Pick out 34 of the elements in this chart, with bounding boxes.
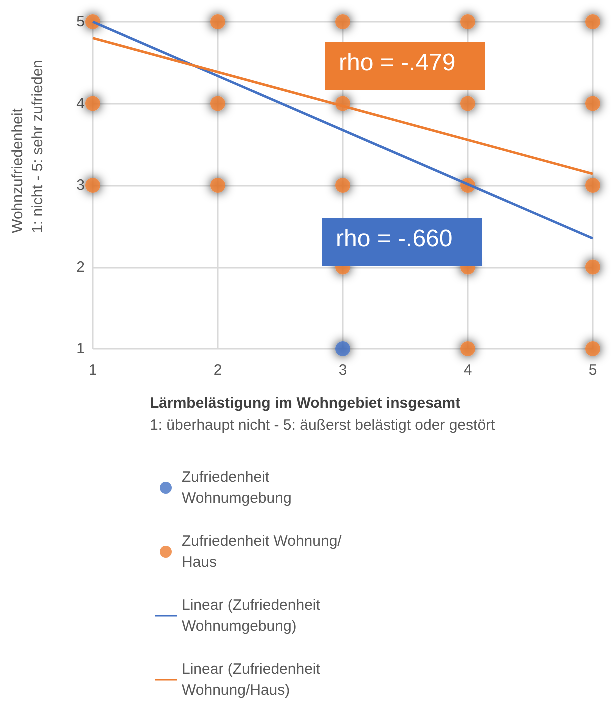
annotation: rho = -.660 <box>336 226 453 252</box>
x-tick-label: 4 <box>464 362 472 379</box>
y-tick-label: 5 <box>76 14 85 30</box>
point <box>460 14 476 30</box>
point <box>210 178 226 193</box>
point <box>586 178 600 193</box>
point <box>586 14 600 30</box>
legend-label: Linear (Zufriedenheit Wohnumgebung) <box>182 597 325 635</box>
point <box>586 260 600 275</box>
x-tick-label: 1 <box>88 362 98 379</box>
point <box>210 96 226 112</box>
legend-label: Zufriedenheit Wohnung/Haus <box>182 533 343 571</box>
annotation: rho = -.479 <box>339 50 456 76</box>
y-axis-title: Wohnzufriedenheit 1: nicht - 5: sehr zufrieden <box>10 60 46 234</box>
y-tick-label: 1 <box>76 340 85 358</box>
point <box>86 96 100 112</box>
point <box>86 178 100 193</box>
point <box>460 96 476 112</box>
y-tick-label: 3 <box>76 177 85 194</box>
legend-label: Zufriedenheit Wohnumgebung <box>182 469 292 507</box>
point <box>586 96 600 112</box>
y-tick-label: 2 <box>76 258 85 276</box>
x-axis-title: Lärmbelästigung im Wohngebiet insgesamt 1: überhaupt nicht - 5: äußerst belästigt oder gestört <box>150 395 496 434</box>
x-tick-label: 5 <box>588 362 598 379</box>
point <box>586 342 600 356</box>
point <box>336 178 350 193</box>
y-tick-label: 4 <box>76 95 85 112</box>
x-tick-label: 3 <box>338 362 348 379</box>
x-tick-label: 2 <box>214 362 222 379</box>
legend-label: Linear (Zufriedenheit Wohnung/Haus) <box>182 661 325 699</box>
point <box>460 342 476 356</box>
point <box>336 14 350 30</box>
point <box>336 342 350 356</box>
point <box>210 14 226 30</box>
